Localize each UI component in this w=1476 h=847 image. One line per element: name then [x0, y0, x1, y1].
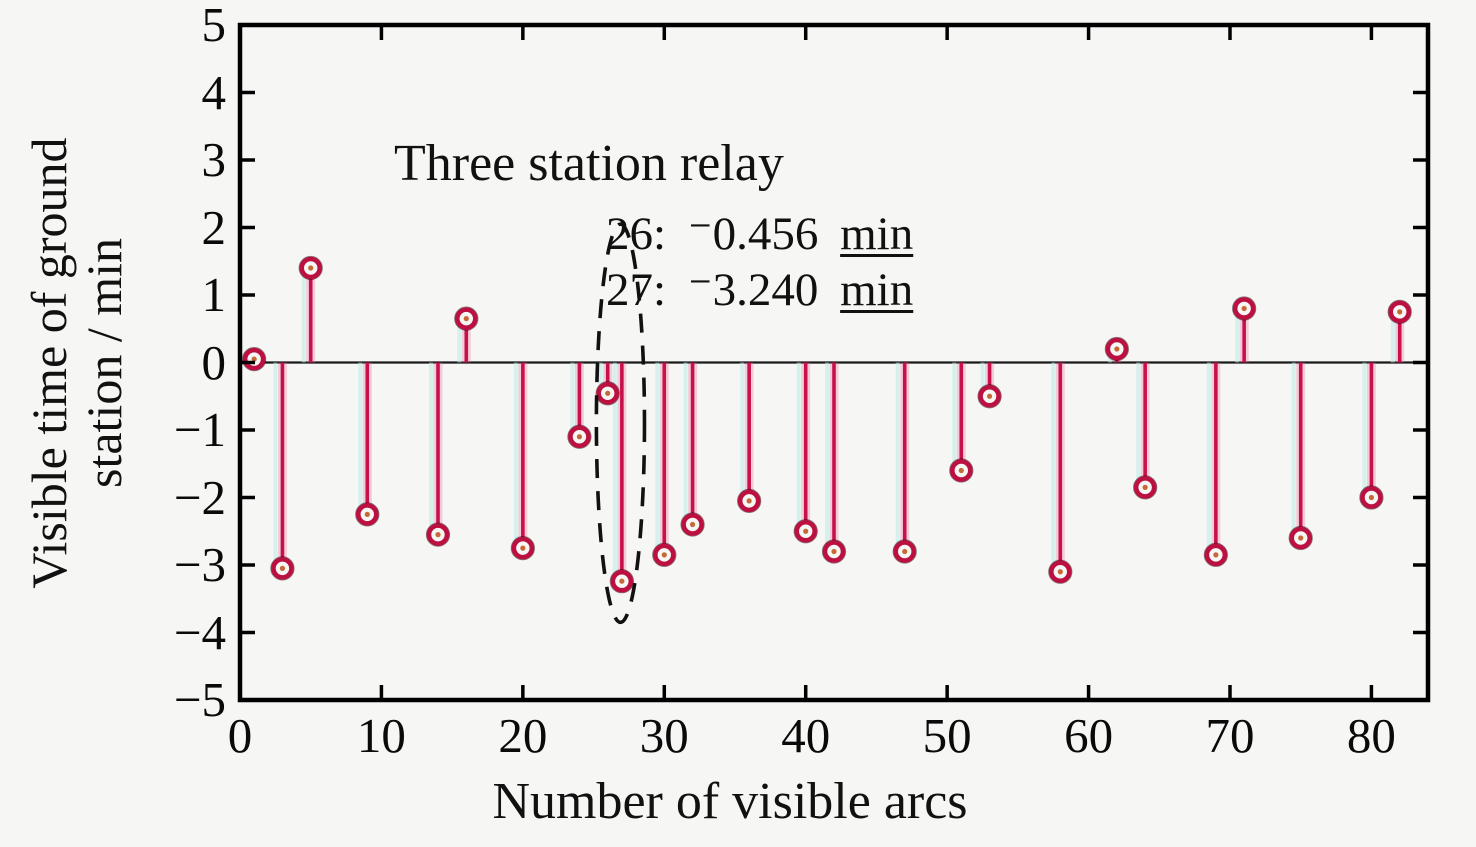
- datatip-27-unit: min: [840, 264, 914, 316]
- y-tick-label-0: 0: [201, 334, 227, 390]
- x-tick-label-10: 10: [356, 708, 406, 763]
- x-tick-label-0: 0: [227, 708, 253, 763]
- stem-marker-center: [958, 467, 964, 474]
- x-tick-label-20: 20: [498, 708, 548, 763]
- datatip-26-value: ⁻0.456: [687, 208, 819, 260]
- stem-marker-center: [520, 545, 526, 551]
- stem-marker-center: [1213, 552, 1219, 558]
- x-tick-label-60: 60: [1064, 708, 1114, 763]
- x-tick-label-70: 70: [1205, 708, 1255, 763]
- x-axis-label: Number of visible arcs: [492, 773, 968, 830]
- y-tick-label-5: 5: [201, 0, 227, 52]
- y-tick-label-2: 2: [201, 199, 227, 255]
- y-tick-label-3: 3: [201, 132, 227, 187]
- stem-marker-center: [1057, 569, 1063, 575]
- datatip-26-label: 26:: [606, 208, 667, 260]
- datatip-arc-27: 27: ⁻3.240 min: [606, 262, 913, 318]
- stem-marker-center: [661, 552, 667, 558]
- x-tick-label-40: 40: [781, 708, 831, 763]
- stem-marker-center: [746, 498, 752, 504]
- stem-marker-center: [1368, 494, 1375, 501]
- stem-marker-center: [1241, 305, 1247, 312]
- stem-marker-center: [576, 434, 583, 440]
- highlight-ellipse: [594, 222, 647, 625]
- stem-marker-center: [803, 528, 809, 534]
- stem-marker-center: [689, 521, 696, 528]
- y-tick-label-−1: −1: [173, 402, 226, 457]
- stem-marker-center: [1142, 484, 1148, 490]
- datatip-arc-26: 26: ⁻0.456 min: [606, 206, 913, 262]
- stem-marker-center: [251, 356, 257, 362]
- datatip-26-unit: min: [840, 208, 914, 260]
- stem-marker-center: [308, 265, 314, 271]
- y-axis-label-line1: Visible time of ground: [21, 137, 77, 589]
- x-tick-label-50: 50: [922, 708, 972, 763]
- stem-marker-center: [279, 565, 286, 571]
- x-tick-label-80: 80: [1346, 708, 1396, 763]
- y-tick-label-−4: −4: [173, 604, 226, 660]
- stem-marker-center: [1114, 346, 1120, 352]
- stem-marker-center: [831, 548, 837, 555]
- y-tick-label-−2: −2: [173, 469, 226, 525]
- y-tick-label-−5: −5: [173, 672, 226, 727]
- stem-marker-center: [619, 578, 625, 584]
- stem-marker-center: [1397, 309, 1403, 315]
- datatip-27-value: ⁻3.240: [687, 264, 819, 316]
- x-tick-label-30: 30: [639, 708, 689, 763]
- stem-marker-center: [986, 393, 993, 399]
- y-tick-label-−3: −3: [173, 537, 226, 592]
- annotation-datatips: 26: ⁻0.456 min 27: ⁻3.240 min: [606, 206, 913, 318]
- stem-marker-center: [1298, 535, 1304, 541]
- stem-marker-center: [605, 390, 611, 396]
- stem-marker-center: [902, 548, 908, 555]
- stem-marker-center: [364, 511, 370, 517]
- stem-marker-center: [435, 532, 441, 538]
- y-tick-label-4: 4: [201, 64, 227, 120]
- stem-marker-center: [463, 316, 469, 322]
- datatip-27-label: 27:: [606, 264, 667, 316]
- annotation-title: Three station relay: [394, 135, 784, 192]
- y-tick-label-1: 1: [201, 267, 227, 322]
